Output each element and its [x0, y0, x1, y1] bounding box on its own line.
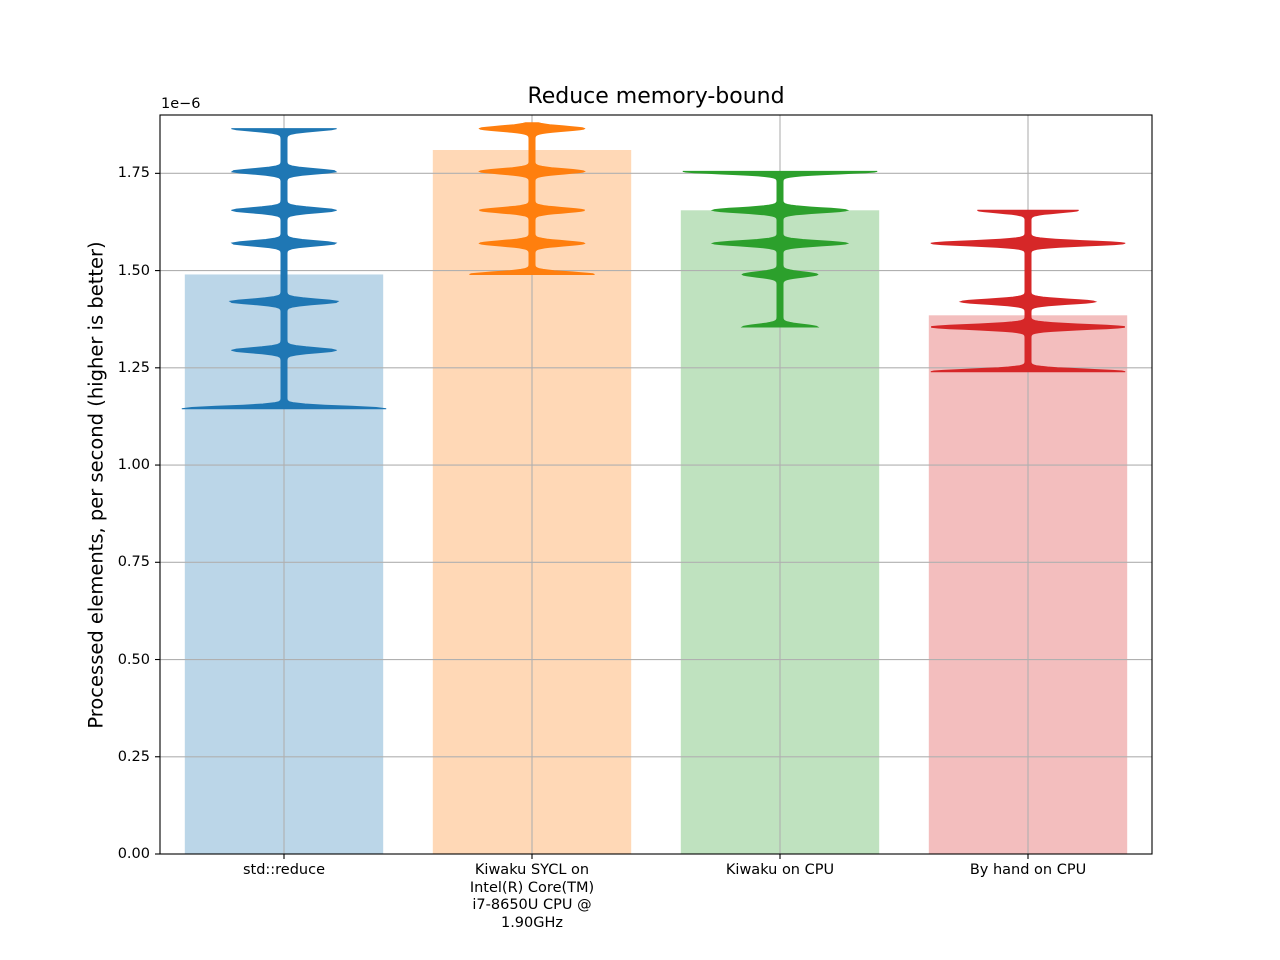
y-tick-label-7: 1.75	[117, 165, 150, 182]
violin-1	[469, 122, 595, 275]
violin-3	[930, 209, 1126, 373]
axes-layer	[155, 114, 1153, 859]
y-tick-label-0: 0.00	[117, 846, 150, 862]
x-tick-label-3: By hand on CPU	[969, 862, 1087, 878]
x-tick-label-0: std::reduce	[242, 862, 326, 878]
x-tick-label-2: Kiwaku on CPU	[725, 862, 835, 878]
chart-title: Reduce memory-bound	[527, 84, 785, 109]
violin-2	[682, 170, 878, 328]
y-tick-label-4: 1.00	[117, 457, 150, 474]
plot-frame	[159, 114, 1153, 855]
y-offset-label: 1e−6	[161, 96, 201, 112]
y-tick-label-6: 1.50	[117, 262, 150, 279]
x-tick-label-1: Kiwaku SYCL on Intel(R) Core(TM) i7-8650…	[469, 862, 595, 931]
y-axis-label: Processed elements, per second (higher i…	[84, 241, 108, 729]
y-tick-label-2: 0.50	[117, 651, 150, 668]
violin-0	[181, 128, 387, 410]
y-tick-label-5: 1.25	[117, 359, 150, 376]
violins-layer	[181, 122, 1126, 410]
bars-layer	[184, 150, 1128, 855]
y-tick-label-3: 0.75	[117, 554, 150, 571]
y-tick-label-1: 0.25	[117, 748, 150, 765]
